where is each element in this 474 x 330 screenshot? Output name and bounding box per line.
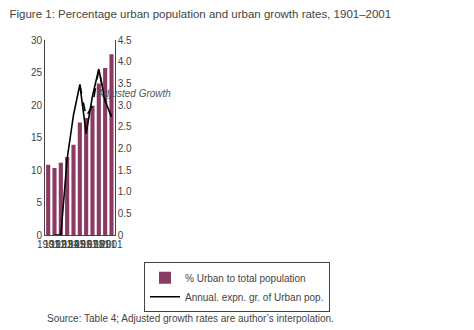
svg-text:2.5: 2.5	[118, 121, 132, 132]
svg-text:% Urban to total population: % Urban to total population	[185, 273, 306, 284]
svg-text:4.0: 4.0	[118, 56, 132, 67]
svg-text:1951: 1951	[69, 239, 92, 250]
svg-text:25: 25	[31, 67, 43, 78]
svg-text:0: 0	[118, 230, 124, 241]
svg-text:2.0: 2.0	[118, 143, 132, 154]
svg-text:0.5: 0.5	[118, 208, 132, 219]
svg-text:1971: 1971	[81, 239, 104, 250]
svg-text:1901: 1901	[37, 239, 60, 250]
svg-text:1.5: 1.5	[118, 165, 132, 176]
svg-text:1911: 1911	[44, 239, 66, 250]
svg-text:1.0: 1.0	[118, 186, 132, 197]
svg-text:15: 15	[31, 132, 43, 143]
svg-text:Adjusted Growth: Adjusted Growth	[96, 88, 171, 99]
svg-text:1931: 1931	[56, 239, 79, 250]
svg-text:5: 5	[36, 197, 42, 208]
svg-text:Annual. expn. gr. of Urban pop: Annual. expn. gr. of Urban pop.	[185, 292, 323, 303]
svg-text:4.5: 4.5	[118, 35, 132, 46]
svg-text:3.5: 3.5	[118, 78, 132, 89]
svg-text:Source: Table 4; Adjusted grow: Source: Table 4; Adjusted growth rates a…	[47, 313, 334, 324]
svg-text:2001: 2001	[100, 239, 123, 250]
svg-text:30: 30	[31, 35, 43, 46]
svg-text:1991: 1991	[94, 239, 117, 250]
svg-text:3.0: 3.0	[118, 100, 132, 111]
svg-text:1941: 1941	[62, 239, 85, 250]
svg-text:1961: 1961	[75, 239, 98, 250]
svg-text:1981: 1981	[88, 239, 111, 250]
svg-text:0: 0	[36, 230, 42, 241]
svg-text:1921: 1921	[50, 239, 73, 250]
svg-text:20: 20	[31, 100, 43, 111]
svg-text:Figure 1: Percentage urban pop: Figure 1: Percentage urban population an…	[9, 8, 391, 20]
svg-text:10: 10	[31, 165, 43, 176]
